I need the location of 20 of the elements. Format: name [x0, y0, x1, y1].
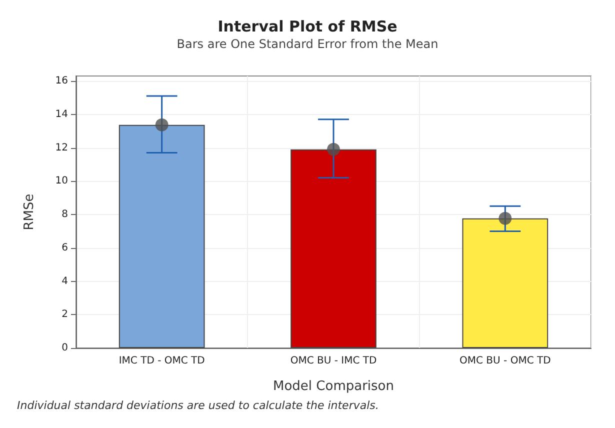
- text: Individual standard deviations are used to calculate the intervals.: [17, 399, 379, 412]
- y-tick-label: 6: [62, 242, 68, 254]
- point: [155, 118, 168, 132]
- chart-title: Interval Plot of RMSe: [218, 18, 398, 36]
- y-tick-label: 8: [62, 209, 68, 220]
- y-tick-label: 4: [62, 276, 68, 287]
- x-tick-label: IMC TD - OMC TD: [118, 356, 206, 366]
- y-tick-label: 10: [55, 176, 68, 187]
- x-axis-title: Model Comparison: [273, 379, 394, 394]
- y-tick-label: 0: [62, 342, 68, 354]
- y-tick-label: 14: [55, 108, 68, 120]
- y-tick-label: 2: [62, 309, 68, 320]
- y-tick-label: 16: [55, 76, 68, 87]
- chart-subtitle: Bars are One Standard Error from the Mean: [176, 37, 438, 51]
- point: [498, 212, 512, 225]
- point: [327, 142, 340, 156]
- y-axis-title: RMSe: [22, 194, 37, 230]
- y-tick-label: 12: [55, 142, 68, 154]
- x-tick-label: OMC BU - OMC TD: [460, 356, 552, 366]
- x-tick-label: OMC BU - IMC TD: [290, 356, 377, 366]
